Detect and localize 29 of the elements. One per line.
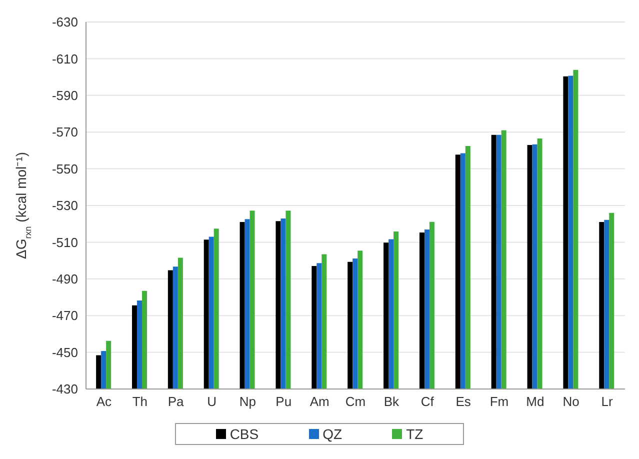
y-tick-label: -570 bbox=[52, 124, 78, 140]
x-tick-label: Fm bbox=[490, 394, 509, 410]
x-tick-label: Ac bbox=[96, 394, 112, 410]
x-tick-label: Am bbox=[310, 394, 330, 410]
x-tick-label: Bk bbox=[384, 394, 400, 410]
y-tick-label: -590 bbox=[52, 88, 78, 104]
x-tick-label: Md bbox=[526, 394, 544, 410]
x-tick-label: Np bbox=[239, 394, 256, 410]
x-tick-label: U bbox=[207, 394, 216, 410]
y-tick-label: -630 bbox=[52, 14, 78, 30]
x-tick-label: Pu bbox=[276, 394, 292, 410]
y-tick-label: -530 bbox=[52, 198, 78, 214]
x-tick-label: Es bbox=[456, 394, 472, 410]
y-tick-label: -430 bbox=[52, 382, 78, 397]
legend-label: CBS bbox=[228, 426, 259, 442]
y-tick-label: -470 bbox=[52, 308, 78, 324]
legend-label: TZ bbox=[405, 426, 424, 442]
x-tick-label: No bbox=[562, 394, 580, 410]
x-tick-label: Th bbox=[132, 394, 148, 410]
y-tick-label: -450 bbox=[52, 344, 78, 360]
legend-label: QZ bbox=[322, 426, 342, 442]
y-tick-label: -550 bbox=[52, 161, 78, 176]
y-tick-label: -510 bbox=[52, 234, 78, 250]
x-tick-label: Cm bbox=[345, 394, 366, 410]
y-tick-label: -490 bbox=[52, 272, 78, 287]
x-tick-label: Cf bbox=[420, 394, 434, 410]
x-tick-label: Pa bbox=[168, 394, 185, 410]
y-tick-label: -610 bbox=[52, 51, 78, 66]
x-tick-label: Lr bbox=[601, 394, 614, 410]
